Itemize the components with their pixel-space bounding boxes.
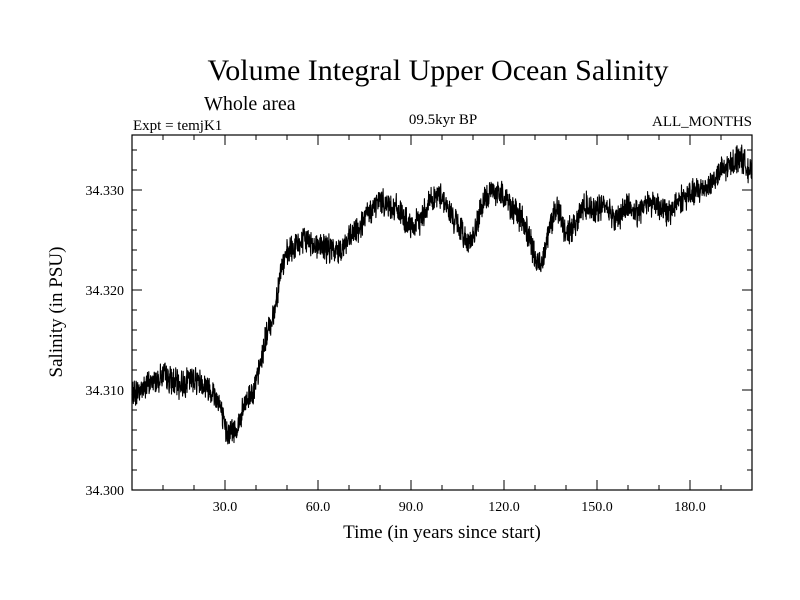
x-tick-label: 90.0 — [399, 500, 424, 515]
x-tick-label: 150.0 — [581, 500, 613, 515]
y-tick-label: 34.300 — [86, 484, 125, 499]
y-tick-label: 34.310 — [86, 384, 125, 399]
data-series — [131, 144, 753, 445]
x-tick-label: 180.0 — [674, 500, 706, 515]
x-tick-label: 60.0 — [306, 500, 331, 515]
chart-title: Volume Integral Upper Ocean Salinity — [208, 54, 669, 87]
series-line — [131, 144, 753, 445]
x-tick-label: 30.0 — [213, 500, 238, 515]
y-axis-label: Salinity (in PSU) — [46, 247, 67, 378]
y-tick-label: 34.320 — [86, 284, 125, 299]
axis-ticks: 30.0 60.0 90.0 120.0 150.0 180.0 34.300 34.310 3… — [86, 135, 752, 515]
x-axis-label: Time (in years since start) — [343, 522, 541, 543]
chart-subtitle: Whole area — [204, 93, 296, 115]
experiment-label: Expt = temjK1 — [133, 118, 222, 134]
period-label: 09.5kyr BP — [409, 112, 477, 128]
x-tick-label: 120.0 — [488, 500, 520, 515]
y-tick-label: 34.330 — [86, 184, 125, 199]
months-label: ALL_MONTHS — [652, 114, 752, 130]
plot-frame — [131, 134, 753, 491]
